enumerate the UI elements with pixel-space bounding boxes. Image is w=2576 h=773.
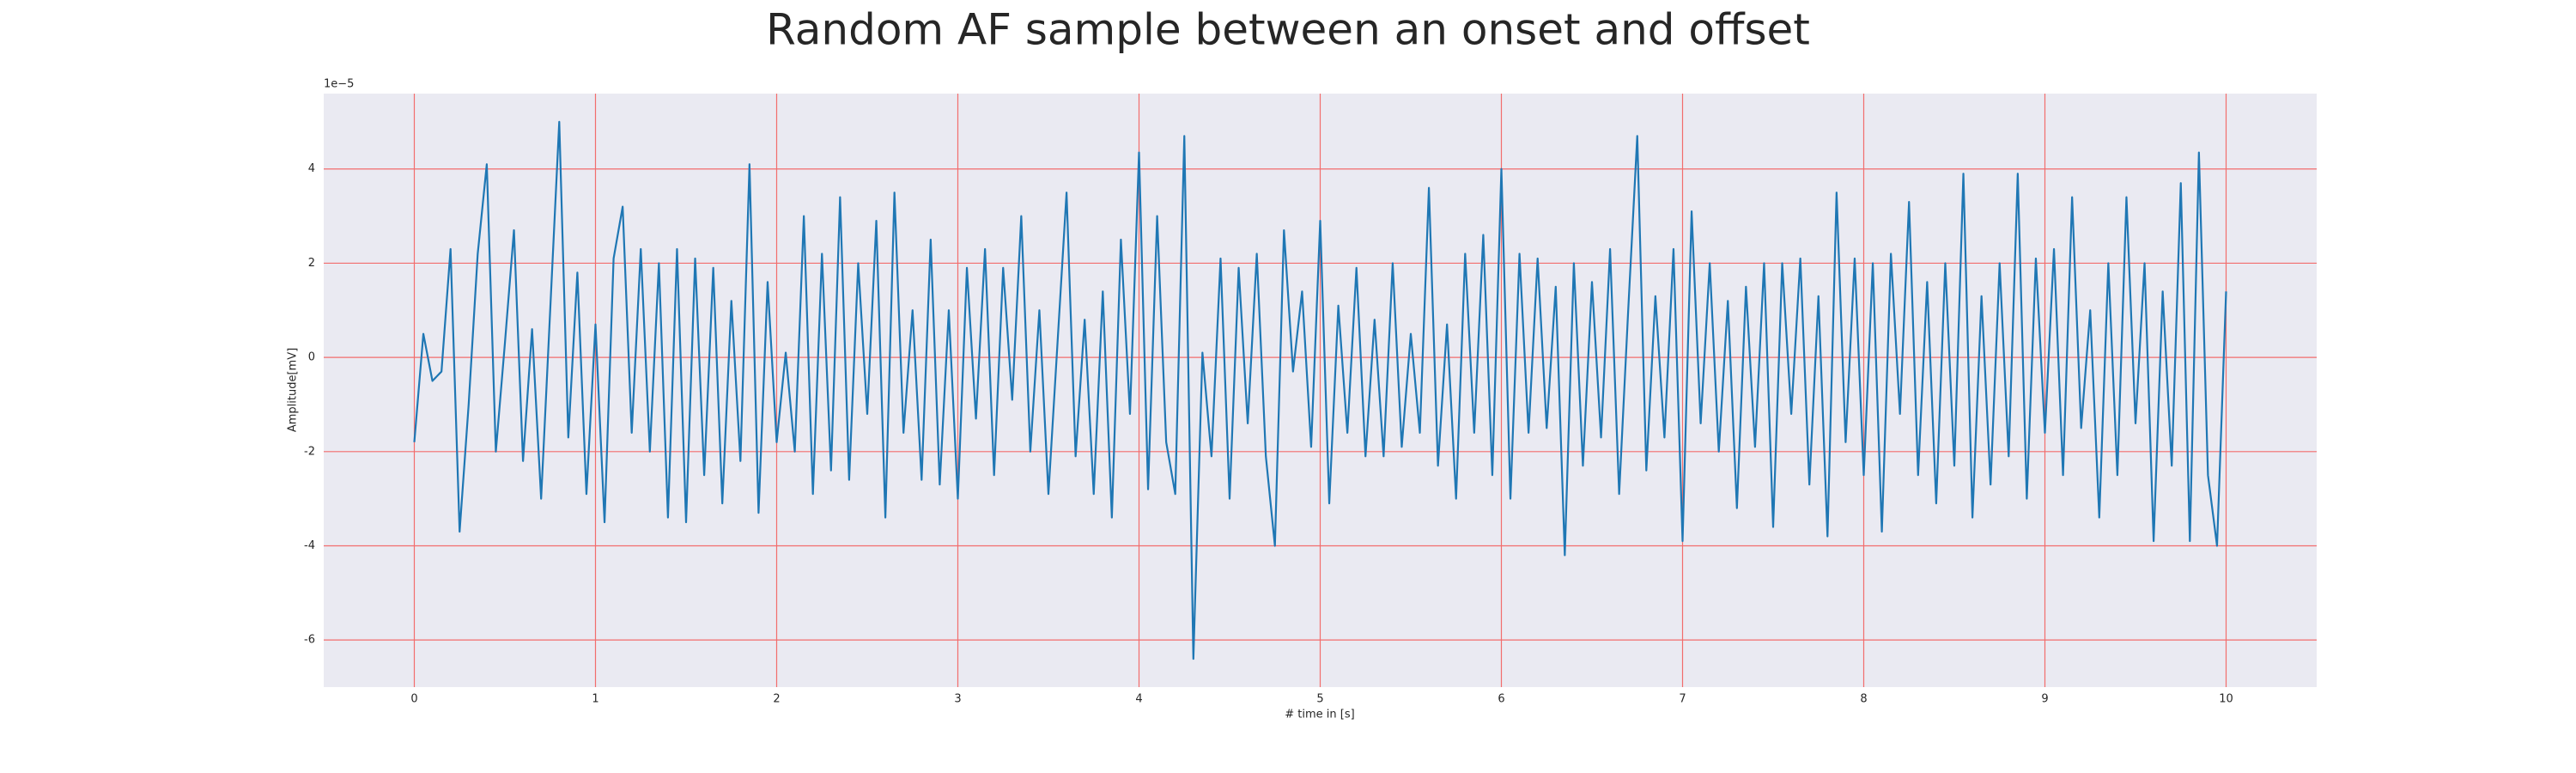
x-tick-label: 10: [2219, 693, 2233, 706]
data-line: [413, 120, 2227, 660]
x-tick-label: 8: [1860, 693, 1867, 706]
x-tick-label: 0: [410, 693, 417, 706]
y-tick-label: 2: [308, 257, 315, 270]
x-tick-label: 2: [773, 693, 780, 706]
x-tick-label: 4: [1135, 693, 1142, 706]
x-tick-label: 5: [1316, 693, 1323, 706]
x-tick-label: 9: [2041, 693, 2048, 706]
y-tick-label: -2: [304, 445, 315, 458]
y-offset-label: 1e−5: [324, 78, 354, 91]
x-tick-label: 6: [1498, 693, 1504, 706]
y-axis-label: Amplitude[mV]: [287, 348, 300, 432]
y-tick-label: 0: [308, 351, 315, 364]
y-tick-label: -4: [304, 539, 315, 552]
x-tick-label: 1: [592, 693, 598, 706]
x-tick-label: 7: [1679, 693, 1686, 706]
chart-title: Random AF sample between an onset and of…: [766, 5, 1810, 55]
x-axis-label: # time in [s]: [1285, 709, 1354, 721]
y-tick-label: -6: [304, 634, 315, 647]
x-tick-label: 3: [954, 693, 961, 706]
y-tick-label: 4: [308, 162, 315, 175]
